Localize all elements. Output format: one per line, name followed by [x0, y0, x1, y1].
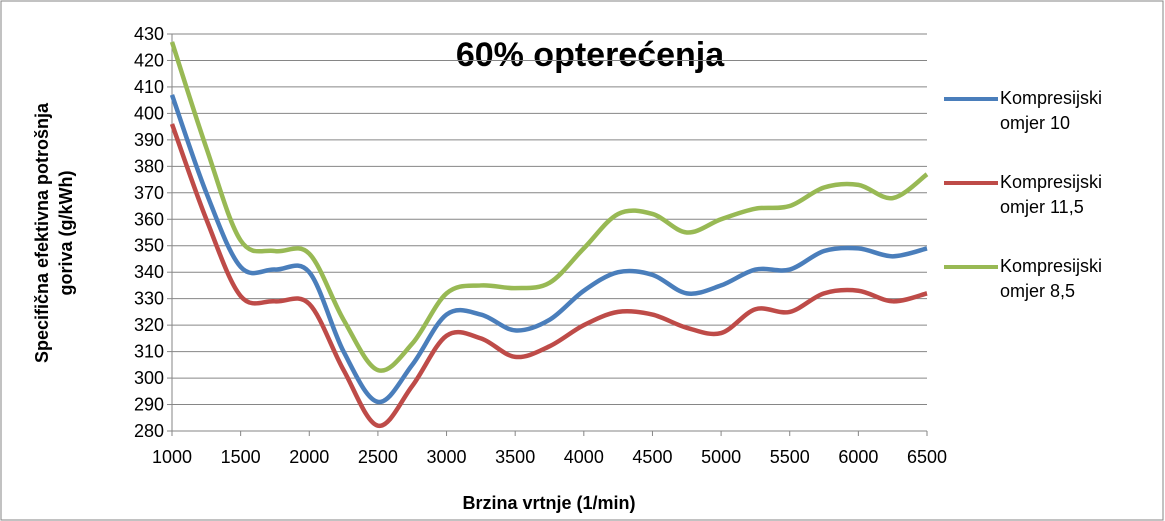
series-line: [169, 123, 928, 428]
y-tick-label: 420: [134, 50, 164, 70]
x-tick-label: 2500: [358, 447, 398, 467]
legend-item: Kompresijski omjer 11,5: [944, 170, 1130, 220]
x-tick-label: 2000: [289, 447, 329, 467]
x-tick-label: 6500: [907, 447, 947, 467]
y-tick-label: 360: [134, 209, 164, 229]
y-tick-label: 330: [134, 289, 164, 309]
legend-label: Kompresijski omjer 11,5: [1000, 172, 1103, 217]
x-tick-label: 3500: [495, 447, 535, 467]
y-tick-label: 310: [134, 342, 164, 362]
y-tick-label: 300: [134, 368, 164, 388]
chart-title: 60% opterećenja: [456, 36, 725, 74]
x-tick-label: 6000: [838, 447, 878, 467]
y-axis-label: Specifična efektivna potrošnja: [32, 102, 52, 363]
legend-swatch: [944, 97, 998, 101]
series-line: [169, 94, 928, 405]
legend-item: Kompresijski omjer 8,5: [944, 254, 1130, 304]
x-tick-label: 5500: [770, 447, 810, 467]
x-tick-label: 4500: [632, 447, 672, 467]
x-axis-label: Brzina vrtnje (1/min): [462, 493, 635, 513]
series-line: [169, 41, 929, 373]
x-tick-label: 4000: [564, 447, 604, 467]
y-tick-label: 320: [134, 315, 164, 335]
y-tick-label: 280: [134, 421, 164, 441]
x-tick-label: 3000: [427, 447, 467, 467]
y-tick-label: 410: [134, 77, 164, 97]
y-tick-label: 430: [134, 24, 164, 44]
y-tick-label: 290: [134, 395, 164, 415]
legend-swatch: [944, 265, 998, 269]
x-tick-label: 1500: [221, 447, 261, 467]
y-tick-label: 350: [134, 236, 164, 256]
y-axis-label: goriva (g/kWh): [56, 170, 76, 295]
legend-swatch: [944, 181, 998, 185]
y-tick-label: 400: [134, 103, 164, 123]
legend-item: Kompresijski omjer 10: [944, 86, 1130, 136]
x-tick-label: 1000: [152, 447, 192, 467]
x-tick-label: 5000: [701, 447, 741, 467]
legend-label: Kompresijski omjer 8,5: [1000, 256, 1103, 301]
y-tick-label: 340: [134, 262, 164, 282]
y-tick-label: 380: [134, 156, 164, 176]
y-tick-label: 390: [134, 130, 164, 150]
legend-label: Kompresijski omjer 10: [1000, 88, 1103, 133]
y-tick-label: 370: [134, 183, 164, 203]
